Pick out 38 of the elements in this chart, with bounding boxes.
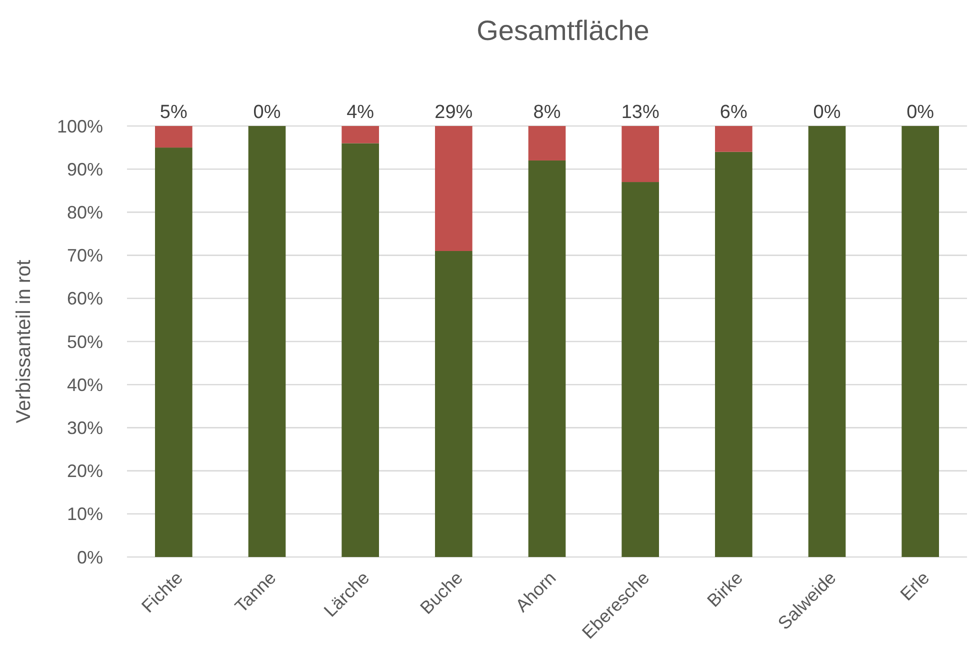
y-tick-label: 10% — [66, 504, 103, 524]
data-label: 5% — [160, 102, 188, 123]
y-tick-label: 90% — [66, 159, 103, 180]
bar — [155, 126, 192, 148]
data-label: 13% — [621, 102, 660, 123]
bar — [435, 250, 472, 557]
bar — [622, 126, 659, 182]
y-tick-label: 70% — [66, 246, 103, 266]
data-label: 0% — [253, 102, 281, 123]
data-label: 0% — [813, 102, 841, 123]
y-tick-label: 30% — [66, 418, 103, 438]
data-label: 0% — [906, 102, 934, 123]
data-label: 29% — [434, 102, 473, 123]
bar — [435, 126, 472, 251]
y-tick-label: 40% — [66, 374, 103, 395]
y-tick-label: 80% — [66, 202, 103, 222]
y-tick-label: 100% — [56, 116, 103, 136]
y-tick-label: 60% — [66, 288, 103, 309]
bar — [808, 126, 846, 557]
bar — [342, 126, 379, 144]
bar — [155, 148, 192, 557]
bar — [902, 126, 939, 557]
bar — [715, 152, 752, 557]
y-tick-label: 50% — [66, 332, 103, 352]
y-axis-title: Verbissanteil in rot — [13, 259, 35, 424]
data-label: 8% — [533, 102, 561, 123]
x-tick-label: Erle — [896, 568, 934, 604]
bar — [342, 143, 379, 557]
chart-title: Gesamtfläche — [476, 15, 650, 46]
y-tick-label: 20% — [66, 461, 103, 482]
y-tick-label: 0% — [76, 547, 103, 568]
bar — [528, 160, 566, 557]
bar — [528, 126, 566, 160]
data-label: 4% — [346, 102, 374, 123]
bar — [248, 126, 286, 557]
data-label: 6% — [720, 102, 748, 123]
bar — [622, 182, 659, 557]
bar — [715, 126, 752, 152]
